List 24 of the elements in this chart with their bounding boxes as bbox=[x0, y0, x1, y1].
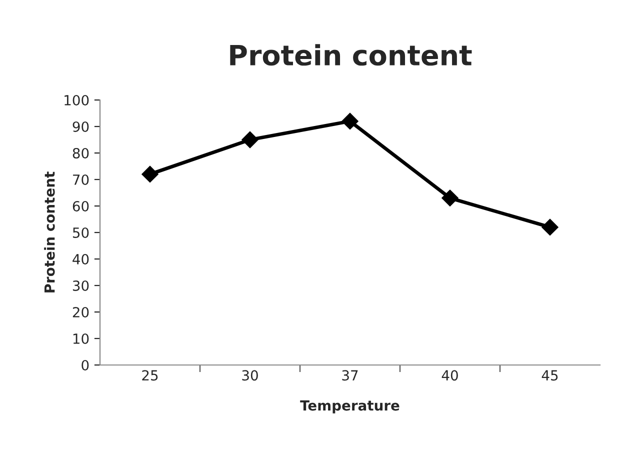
point bbox=[542, 218, 558, 236]
y-tick-label: 70 bbox=[73, 174, 89, 185]
chart-title: Protein content bbox=[230, 44, 472, 66]
x-axis-title: Temperature bbox=[300, 400, 400, 414]
point bbox=[342, 112, 358, 130]
x-tick-label: 25 bbox=[142, 370, 158, 381]
point bbox=[442, 190, 458, 206]
y-axis-title: Protein content bbox=[44, 172, 55, 292]
y-tick-label: 10 bbox=[73, 333, 89, 344]
y-tick-label: 90 bbox=[72, 121, 89, 132]
x-tick-label: 37 bbox=[342, 370, 358, 381]
y-tick-label: 100 bbox=[64, 94, 89, 106]
x-tick-label: 40 bbox=[442, 370, 458, 381]
point bbox=[242, 131, 258, 148]
x-tick-label: 30 bbox=[242, 370, 258, 381]
y-tick-label: 30 bbox=[72, 280, 89, 291]
y-tick-label: 80 bbox=[72, 148, 89, 158]
y-tick-label: 40 bbox=[72, 254, 89, 264]
y-tick-label: 60 bbox=[72, 200, 89, 212]
y-tick-label: 50 bbox=[72, 227, 89, 238]
x-tick-label: 45 bbox=[542, 370, 558, 381]
point bbox=[142, 166, 158, 183]
y-tick-label: 20 bbox=[72, 306, 89, 318]
y-tick-label: 0 bbox=[82, 360, 89, 370]
